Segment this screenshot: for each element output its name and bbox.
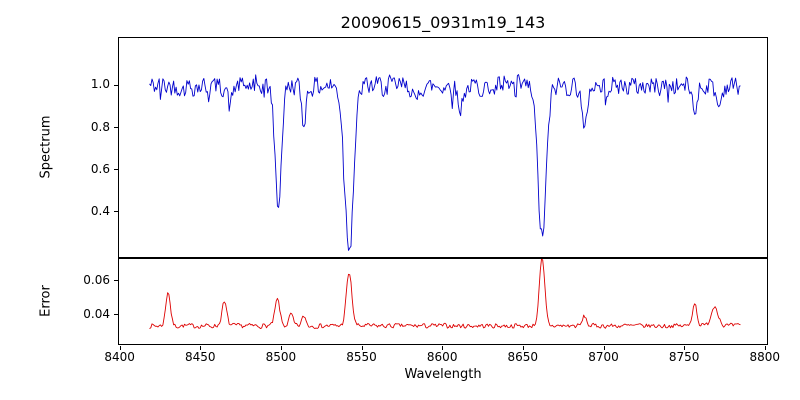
x-tick-label: 8800 xyxy=(749,350,781,364)
error-y-axis-label: Error xyxy=(38,285,54,317)
chart-title: 20090615_0931m19_143 xyxy=(340,13,546,32)
error-curve xyxy=(149,259,741,330)
x-tick-label: 8400 xyxy=(104,350,135,364)
x-tick-label: 8700 xyxy=(588,350,619,364)
y-tick-mark xyxy=(114,280,118,282)
x-tick-mark xyxy=(522,346,524,350)
y-tick-mark xyxy=(114,84,118,86)
x-tick-label: 8600 xyxy=(426,350,458,364)
x-tick-mark xyxy=(119,346,121,350)
x-tick-mark xyxy=(603,346,605,350)
y-tick-label: 0.06 xyxy=(83,272,110,287)
x-tick-label: 8750 xyxy=(668,350,700,364)
x-tick-mark xyxy=(684,346,686,350)
x-tick-label: 8650 xyxy=(507,350,539,364)
spectrum-panel xyxy=(118,37,768,258)
x-tick-mark xyxy=(361,346,363,350)
y-tick-label: 0.4 xyxy=(90,203,110,218)
y-tick-mark xyxy=(114,314,118,316)
spectrum-y-axis-label: Spectrum xyxy=(38,115,54,179)
error-plot-area xyxy=(149,259,741,330)
y-tick-label: 0.8 xyxy=(90,119,110,134)
x-tick-mark xyxy=(200,346,202,350)
y-tick-label: 0.04 xyxy=(83,306,110,321)
x-tick-mark xyxy=(764,346,766,350)
x-tick-label: 8500 xyxy=(265,350,297,364)
y-tick-mark xyxy=(114,127,118,128)
x-tick-mark xyxy=(280,346,282,350)
x-axis-label: Wavelength xyxy=(404,367,482,382)
y-tick-mark xyxy=(114,211,118,213)
y-tick-label: 0.6 xyxy=(90,161,110,176)
x-tick-label: 8450 xyxy=(185,350,216,364)
x-tick-mark xyxy=(442,346,444,350)
y-tick-label: 1.0 xyxy=(90,77,110,92)
x-tick-label: 8550 xyxy=(346,350,377,364)
error-panel xyxy=(118,258,768,345)
spectrum-plot-area xyxy=(149,74,741,251)
y-tick-mark xyxy=(114,169,118,171)
spectrum-curve xyxy=(149,74,741,251)
